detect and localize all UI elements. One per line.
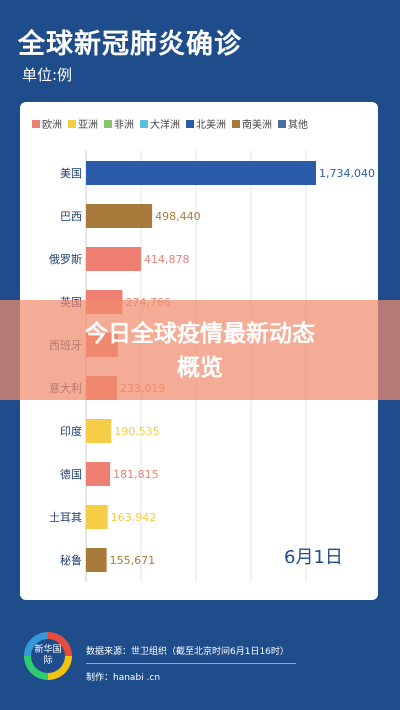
- legend-item: 其他: [278, 116, 308, 131]
- legend-swatch: [232, 119, 240, 128]
- legend-swatch: [104, 119, 112, 128]
- value-label: 181,815: [113, 468, 159, 481]
- legend-label: 亚洲: [78, 120, 98, 131]
- legend-item: 亚洲: [68, 116, 98, 131]
- xinhua-logo: 新华国际: [24, 632, 72, 680]
- legend-item: 大洋洲: [140, 116, 180, 131]
- legend-label: 大洋洲: [150, 120, 180, 131]
- bar: [86, 204, 153, 228]
- maker-credit: 制作：hanabi .cn: [86, 673, 161, 683]
- value-label: 190,535: [114, 425, 159, 438]
- unit-label: 单位:例: [22, 66, 73, 84]
- bar: [86, 548, 107, 572]
- category-label: 土耳其: [49, 511, 82, 524]
- bar: [86, 505, 108, 529]
- bar: [86, 247, 142, 271]
- legend-swatch: [186, 119, 194, 128]
- legend-item: 北美洲: [186, 116, 226, 131]
- category-label: 秘鲁: [60, 553, 82, 567]
- value-label: 414,878: [144, 253, 190, 266]
- legend-swatch: [32, 119, 40, 128]
- footer-divider: [86, 663, 296, 664]
- page-title: 全球新冠肺炎确诊: [18, 29, 242, 60]
- category-label: 美国: [60, 167, 82, 180]
- legend-label: 欧洲: [42, 120, 62, 131]
- legend-label: 非洲: [114, 120, 134, 131]
- value-label: 155,671: [110, 554, 155, 567]
- headline-banner: 今日全球疫情最新动态 概览: [0, 300, 400, 400]
- bar: [86, 161, 316, 185]
- category-label: 俄罗斯: [49, 253, 82, 266]
- logo-text: 新华国际: [31, 639, 65, 673]
- bar: [86, 419, 112, 443]
- legend-item: 南美洲: [232, 116, 272, 131]
- legend-item: 欧洲: [32, 116, 62, 131]
- legend-label: 其他: [288, 120, 308, 131]
- bar: [86, 462, 111, 486]
- category-label: 德国: [60, 467, 82, 481]
- headline-line-1: 今日全球疫情最新动态: [85, 321, 315, 347]
- value-label: 1,734,040: [319, 167, 375, 180]
- legend-item: 非洲: [104, 116, 134, 131]
- legend-swatch: [68, 119, 76, 128]
- value-label: 163,942: [111, 511, 157, 524]
- category-label: 巴西: [60, 210, 82, 223]
- value-label: 498,440: [155, 210, 201, 223]
- legend-swatch: [140, 119, 148, 128]
- data-source: 数据来源：世卫组织（截至北京时间6月1日16时）: [86, 647, 289, 657]
- category-label: 印度: [60, 424, 82, 438]
- legend-label: 北美洲: [196, 120, 226, 131]
- legend-swatch: [278, 119, 286, 128]
- date-annotation: 6月1日: [284, 547, 343, 568]
- chart-legend: 欧洲 亚洲 非洲 大洋洲 北美洲 南美洲 其他: [32, 116, 368, 131]
- headline-line-2: 概览: [177, 355, 223, 381]
- legend-label: 南美洲: [242, 120, 272, 131]
